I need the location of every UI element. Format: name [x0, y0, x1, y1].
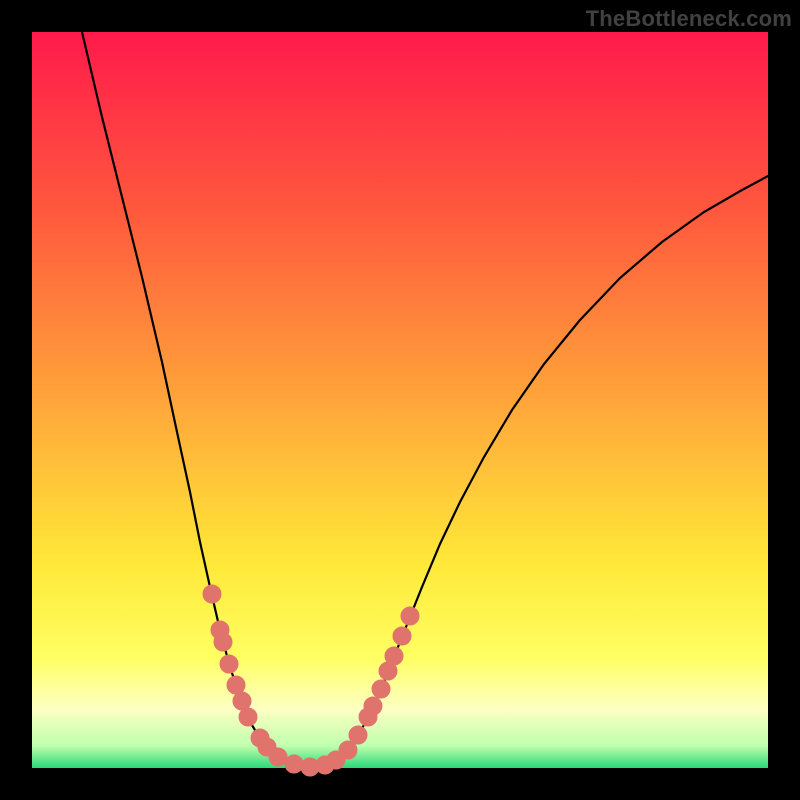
marker-point	[372, 680, 390, 698]
bottleneck-curve	[82, 32, 768, 767]
marker-point	[203, 585, 221, 603]
marker-point	[385, 647, 403, 665]
marker-point	[401, 607, 419, 625]
marker-point	[214, 633, 232, 651]
chart-container: TheBottleneck.com	[0, 0, 800, 800]
curve-layer	[32, 32, 768, 768]
watermark-text: TheBottleneck.com	[586, 6, 792, 32]
marker-point	[269, 748, 287, 766]
data-markers	[203, 585, 419, 776]
marker-point	[393, 627, 411, 645]
marker-point	[349, 726, 367, 744]
marker-point	[364, 697, 382, 715]
marker-point	[239, 708, 257, 726]
marker-point	[227, 676, 245, 694]
marker-point	[220, 655, 238, 673]
marker-point	[285, 755, 303, 773]
plot-area	[32, 32, 768, 768]
marker-point	[233, 692, 251, 710]
